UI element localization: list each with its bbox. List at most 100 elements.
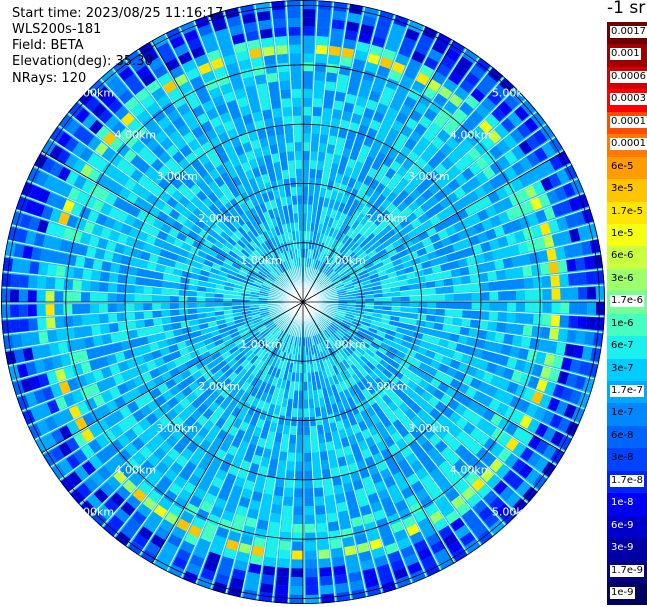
ray-bin	[290, 53, 301, 63]
ray-bin	[190, 171, 202, 184]
ray-gap	[21, 301, 304, 412]
ray-bin	[188, 139, 200, 152]
ray-bin	[331, 467, 340, 478]
ray-bin	[365, 436, 376, 448]
ray-bin	[358, 269, 368, 277]
ray-bin	[63, 291, 73, 302]
ray-bin	[101, 334, 112, 345]
ray-bin	[527, 435, 542, 450]
ray-bin	[331, 335, 339, 344]
ray-bin	[592, 254, 603, 269]
ray-bin	[95, 86, 111, 101]
ray-bin	[140, 251, 151, 261]
ray-bin	[213, 240, 224, 249]
ray-bin	[304, 497, 314, 507]
ray-bin	[343, 102, 354, 113]
ray-bin	[497, 417, 511, 431]
ray-bin	[231, 299, 241, 302]
ray-bin	[91, 224, 104, 237]
ray-bin	[175, 455, 189, 468]
ray-bin	[483, 251, 494, 262]
ray-bin	[65, 170, 79, 186]
ray-bin	[220, 364, 231, 374]
ray-bin	[430, 540, 446, 554]
ray-bin	[220, 410, 231, 422]
ray-bin	[363, 287, 374, 292]
ray-bin	[228, 371, 238, 382]
ray-bin	[557, 371, 569, 385]
ray-gap	[302, 192, 585, 303]
ray-bin	[272, 9, 286, 20]
ray-bin	[339, 222, 347, 233]
ray-bin	[329, 324, 338, 332]
ray-bin	[141, 72, 156, 87]
ray-bin	[120, 340, 132, 351]
ray-bin	[328, 449, 337, 460]
ray-bin	[292, 408, 298, 418]
ray-bin	[310, 363, 315, 373]
colorbar-tick-label: 1e-7	[611, 407, 634, 419]
ray-bin	[117, 361, 129, 372]
ray-bin	[287, 452, 296, 462]
colorbar-tick-label: 0.0003	[610, 93, 647, 106]
ray-bin	[568, 273, 578, 286]
ray-bin	[303, 373, 308, 382]
ray-bin	[365, 61, 378, 74]
ray-bin	[293, 506, 303, 516]
ray-bin	[319, 342, 325, 352]
ray-bin	[471, 310, 481, 319]
ray-bin	[88, 455, 103, 470]
ray-bin	[104, 460, 119, 475]
ray-bin	[128, 473, 143, 487]
ray-bin	[414, 352, 425, 362]
ray-bin	[333, 333, 341, 342]
ray-bin	[117, 274, 128, 284]
ray-bin	[273, 189, 280, 199]
ray-bin	[499, 486, 515, 502]
ray-bin	[385, 229, 396, 239]
ray-bin	[267, 274, 276, 282]
range-ring-label: 2.00km	[366, 212, 408, 225]
ray-bin	[160, 223, 172, 234]
ray-bin	[176, 255, 187, 264]
ray-bin	[286, 142, 294, 152]
ray-bin	[413, 331, 424, 340]
ray-bin	[3, 335, 14, 350]
ray-bin	[234, 88, 246, 100]
ray-bin	[349, 149, 359, 161]
ray-bin	[552, 355, 564, 369]
ray-bin	[365, 456, 376, 468]
ray-bin	[455, 343, 466, 353]
ray-bin	[292, 363, 297, 373]
ray-bin	[474, 141, 488, 155]
ray-bin	[270, 270, 278, 279]
ray-bin	[278, 360, 284, 370]
ray-bin	[578, 361, 590, 376]
ray-bin	[230, 187, 240, 198]
ray-bin	[426, 143, 439, 156]
ray-bin	[525, 134, 540, 150]
ray-bin	[231, 385, 241, 396]
ray-bin	[412, 263, 423, 272]
ray-bin	[489, 352, 501, 364]
ray-bin	[182, 110, 195, 124]
ray-bin	[516, 480, 531, 497]
ray-bin	[289, 259, 294, 269]
ray-bin	[303, 159, 310, 169]
ray-bin	[339, 212, 347, 223]
ray-bin	[258, 19, 272, 30]
ray-bin	[344, 315, 354, 321]
ray-bin	[390, 341, 401, 350]
ray-bin	[503, 334, 514, 345]
ray-gap	[68, 301, 304, 494]
ray-bin	[373, 305, 383, 310]
ray-bin	[303, 399, 309, 409]
ray-bin	[415, 42, 430, 56]
ray-bin	[101, 162, 115, 177]
ray-bin	[189, 184, 201, 196]
ray-bin	[190, 273, 200, 280]
ray-bin	[347, 239, 356, 249]
ray-bin	[315, 260, 321, 270]
ray-bin	[180, 510, 195, 524]
ray-bin	[402, 158, 414, 170]
